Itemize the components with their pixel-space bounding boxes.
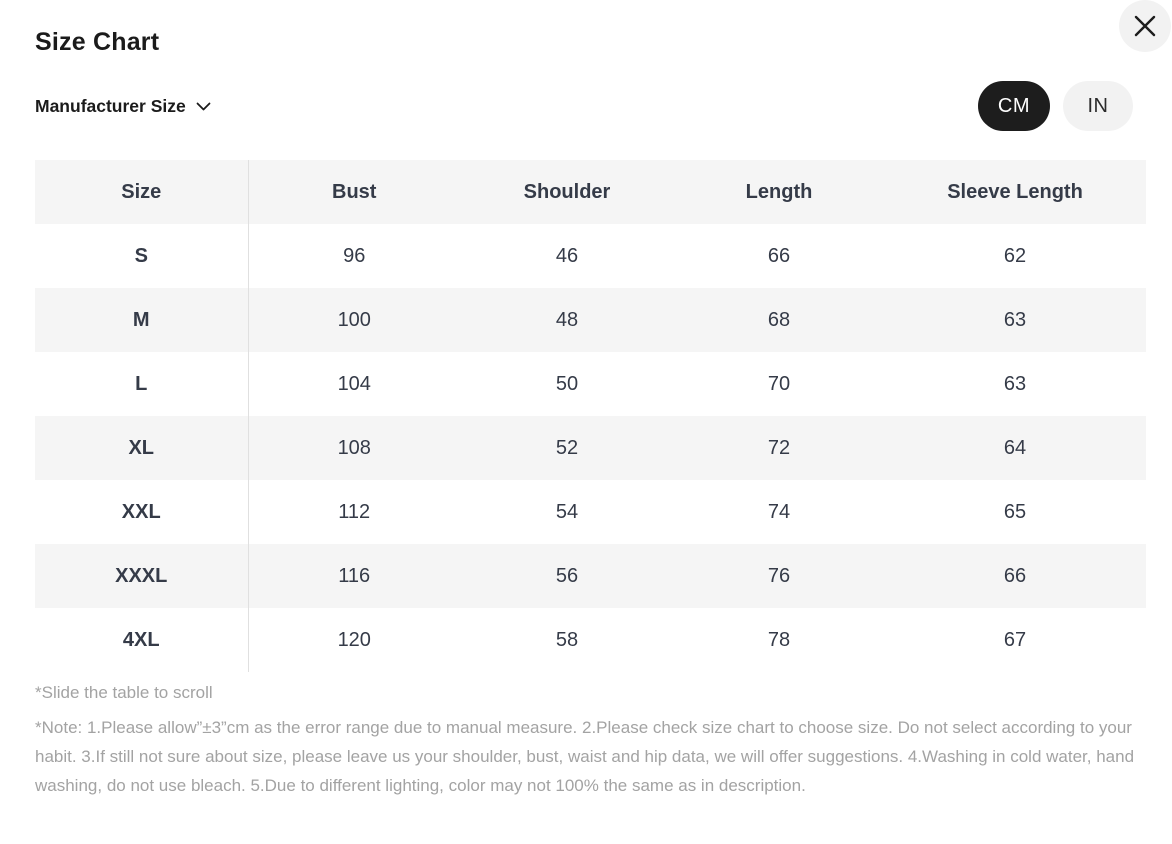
measurement-cell: 70	[767, 372, 791, 395]
measurement-cell: 63	[1003, 308, 1027, 331]
table-row: M 100 48 68 63	[35, 288, 1146, 352]
measurement-cell: 78	[767, 628, 791, 651]
measurement-cell: 112	[338, 500, 371, 523]
measurement-cell: 65	[1003, 500, 1027, 523]
measurement-cell: 64	[1003, 436, 1027, 459]
manufacturer-size-dropdown[interactable]: Manufacturer Size	[35, 96, 211, 117]
size-table-body: S 96 46 66 62 M 100 48 68 63 L 104 50 70 63 XL 108 52 72 64…	[35, 224, 1146, 672]
measure-note: *Note: 1.Please allow”±3”cm as the error…	[35, 718, 1135, 795]
measurement-cell: 50	[555, 372, 579, 395]
close-icon	[1134, 15, 1156, 37]
scroll-hint: *Slide the table to scroll	[35, 683, 213, 702]
measurement-cell: 100	[337, 308, 371, 331]
size-table: Size Bust Shoulder Length Sleeve Length S 96 4…	[35, 160, 1147, 672]
footer-notes: *Slide the table to scroll *Note: 1.Plea…	[35, 682, 1149, 800]
close-button[interactable]	[1119, 0, 1171, 52]
measurement-cell: 96	[343, 244, 366, 267]
table-row: XL 108 52 72 64	[35, 416, 1146, 480]
controls-row: Manufacturer Size CM IN	[35, 81, 1133, 131]
column-header-length: Length	[674, 160, 884, 224]
size-table-header-row: Size Bust Shoulder Length Sleeve Length	[35, 160, 1146, 224]
table-row: L 104 50 70 63	[35, 352, 1146, 416]
column-header-shoulder: Shoulder	[460, 160, 674, 224]
table-row: S 96 46 66 62	[35, 224, 1146, 288]
size-label-cell: 4XL	[35, 608, 249, 672]
chevron-down-icon	[196, 102, 211, 110]
measurement-cell: 74	[767, 500, 791, 523]
column-header-size: Size	[35, 160, 249, 224]
column-header-bust: Bust	[248, 160, 460, 224]
measurement-cell: 58	[555, 628, 579, 651]
table-row: XXXL 116 56 76 66	[35, 544, 1146, 608]
measurement-cell: 46	[555, 244, 579, 267]
measurement-cell: 48	[555, 308, 579, 331]
cm-button[interactable]: CM	[977, 81, 1050, 131]
table-row: XXL 112 54 74 65	[35, 480, 1146, 544]
manufacturer-size-label: Manufacturer Size	[35, 95, 186, 116]
measurement-cell: 68	[767, 308, 791, 331]
column-header-sleeve-length: Sleeve Length	[884, 160, 1146, 224]
measurement-cell: 116	[338, 564, 371, 587]
size-label-cell: S	[35, 224, 249, 288]
table-row: 4XL 120 58 78 67	[35, 608, 1146, 672]
measurement-cell: 108	[337, 436, 371, 459]
unit-toggle: CM IN	[977, 81, 1133, 131]
size-label-cell: XXL	[35, 480, 249, 544]
size-label-cell: XXXL	[35, 544, 249, 608]
in-button[interactable]: IN	[1063, 81, 1133, 131]
measurement-cell: 66	[767, 244, 791, 267]
measurement-cell: 72	[767, 436, 791, 459]
measurement-cell: 54	[555, 500, 579, 523]
size-label-cell: L	[35, 352, 249, 416]
measurement-cell: 104	[337, 372, 371, 395]
size-label-cell: XL	[35, 416, 249, 480]
measurement-cell: 66	[1003, 564, 1027, 587]
measurement-cell: 76	[767, 564, 791, 587]
measurement-cell: 63	[1003, 372, 1027, 395]
measurement-cell: 67	[1003, 628, 1027, 651]
measurement-cell: 56	[555, 564, 579, 587]
size-table-scroll-area[interactable]: Size Bust Shoulder Length Sleeve Length S 96 4…	[35, 160, 1146, 672]
measurement-cell: 62	[1003, 244, 1027, 267]
measurement-cell: 120	[337, 628, 371, 651]
size-label-cell: M	[35, 288, 249, 352]
modal-title: Size Chart	[35, 28, 160, 56]
measurement-cell: 52	[555, 436, 579, 459]
